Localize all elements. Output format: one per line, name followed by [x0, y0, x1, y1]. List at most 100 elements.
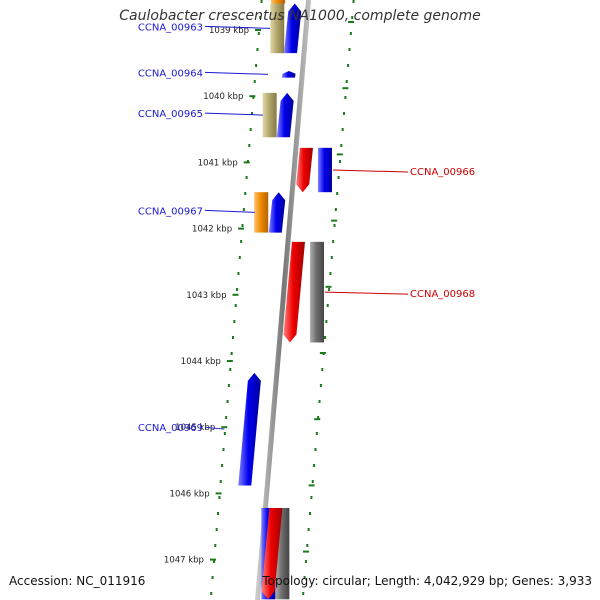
- gene-label[interactable]: CCNA_00969: [138, 423, 203, 434]
- gene-label[interactable]: CCNA_00963: [138, 22, 203, 33]
- gene-label[interactable]: CCNA_00967: [138, 206, 203, 217]
- right-guide-dot: [313, 464, 316, 467]
- right-guide-dot: [345, 80, 348, 83]
- gene-label-leader: [204, 426, 225, 430]
- left-guide-dot: [211, 576, 214, 579]
- right-guide-dot: [306, 544, 309, 547]
- gene-label-leader: [204, 25, 271, 29]
- gene-arrow-ccna_00968: [283, 241, 305, 343]
- right-guide-dot: [349, 32, 352, 35]
- right-guide-dot: [330, 256, 333, 259]
- left-guide-dot: [221, 464, 224, 467]
- left-guide-dot: [255, 64, 258, 67]
- right-guide-dot: [314, 448, 317, 451]
- feature-block: [270, 3, 285, 54]
- right-guide-dot: [348, 48, 351, 51]
- right-guide-dot: [334, 208, 337, 211]
- right-guide-dot: [319, 384, 322, 387]
- right-guide-dot: [321, 368, 324, 371]
- gene-arrow-ccna_00967: [268, 192, 286, 233]
- gene-label-leader: [332, 169, 409, 173]
- tick-label: 1041 kbp: [198, 158, 238, 168]
- right-guide-dot: [303, 576, 306, 579]
- left-guide-dot: [240, 240, 243, 243]
- right-guide-dot: [304, 560, 307, 563]
- tick-label: 1039 kbp: [209, 26, 249, 36]
- right-guide-dot: [338, 160, 341, 163]
- right-guide-dot: [315, 432, 318, 435]
- tick-label: 1046 kbp: [170, 489, 210, 499]
- map-title: Caulobacter crescentus NA1000, complete …: [119, 8, 481, 24]
- feature-block: [262, 92, 277, 138]
- left-guide-dot: [210, 592, 213, 595]
- left-guide-dot: [241, 224, 244, 227]
- right-guide-dot: [311, 480, 314, 483]
- right-guide-dot: [307, 528, 310, 531]
- tick-label: 1042 kbp: [192, 225, 232, 235]
- left-guide-dot: [219, 480, 222, 483]
- feature-block: [254, 192, 269, 233]
- left-guide-dot: [231, 336, 234, 339]
- gene-arrow-ccna_00966: [296, 147, 313, 193]
- gene-label-leader: [204, 112, 263, 116]
- left-guide-dot: [225, 416, 228, 419]
- tick-label: 1040 kbp: [203, 92, 243, 102]
- right-guide-dot: [343, 112, 346, 115]
- tick-label: 1043 kbp: [186, 291, 226, 301]
- left-guide-dot: [238, 256, 241, 259]
- right-guide-dot: [351, 16, 354, 19]
- right-guide-dot: [352, 0, 355, 3]
- left-guide-dot: [260, 0, 263, 3]
- left-guide-dot: [223, 432, 226, 435]
- right-guide-dot: [344, 96, 347, 99]
- gene-label-leader: [324, 291, 409, 295]
- left-guide-dot: [245, 176, 248, 179]
- right-guide-dot: [347, 64, 350, 67]
- left-guide-dot: [217, 512, 220, 515]
- right-guide-dot: [333, 224, 336, 227]
- left-guide-dot: [229, 368, 232, 371]
- right-guide-dot: [317, 416, 320, 419]
- right-guide-dot: [326, 304, 329, 307]
- gene-label[interactable]: CCNA_00966: [410, 167, 475, 178]
- left-guide-dot: [218, 496, 221, 499]
- left-guide-dot: [248, 144, 251, 147]
- gene-label[interactable]: CCNA_00964: [138, 68, 203, 79]
- left-guide-dot: [259, 16, 262, 19]
- tick-label: 1047 kbp: [164, 556, 204, 566]
- left-guide-dot: [252, 96, 255, 99]
- right-guide-dot: [302, 592, 305, 595]
- left-guide-dot: [256, 48, 259, 51]
- right-guide-dot: [325, 320, 328, 323]
- gene-label[interactable]: CCNA_00965: [138, 109, 203, 120]
- right-guide-dot: [337, 176, 340, 179]
- left-guide-dot: [222, 448, 225, 451]
- genome-backbone: [255, 0, 312, 600]
- gene-arrow: [261, 507, 283, 600]
- left-guide-dot: [251, 112, 254, 115]
- left-guide-dot: [230, 352, 233, 355]
- left-guide-dot: [236, 288, 239, 291]
- right-guide-dot: [328, 288, 331, 291]
- left-guide-dot: [212, 560, 215, 563]
- right-guide-dot: [340, 144, 343, 147]
- gene-arrow-ccna_00965: [276, 92, 294, 138]
- left-guide-dot: [237, 272, 240, 275]
- right-guide-dot: [332, 240, 335, 243]
- gene-label-leader: [204, 71, 268, 75]
- right-guide-dot: [318, 400, 321, 403]
- accession-text: Accession: NC_011916: [9, 574, 146, 588]
- left-guide-dot: [257, 32, 260, 35]
- left-guide-dot: [214, 544, 217, 547]
- left-guide-dot: [226, 400, 229, 403]
- gene-label[interactable]: CCNA_00968: [410, 289, 475, 300]
- genome-summary-text: Topology: circular; Length: 4,042,929 bp…: [262, 574, 592, 588]
- tick-label: 1044 kbp: [181, 357, 221, 367]
- right-guide-dot: [309, 512, 312, 515]
- feature-block: [309, 241, 324, 343]
- feature-block: [317, 147, 332, 193]
- gene-label-leader: [204, 209, 255, 213]
- left-guide-dot: [233, 320, 236, 323]
- left-guide-dot: [227, 384, 230, 387]
